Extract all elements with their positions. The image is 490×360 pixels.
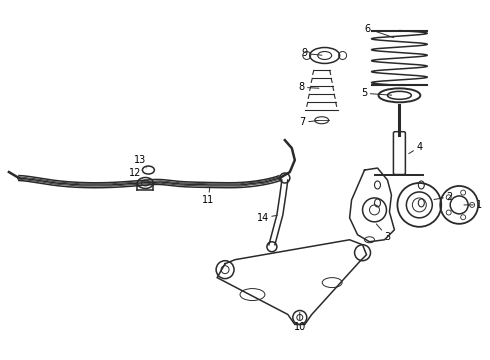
Text: 12: 12 xyxy=(129,168,144,181)
Text: 13: 13 xyxy=(134,155,147,168)
Text: 10: 10 xyxy=(294,312,306,332)
Text: 5: 5 xyxy=(362,88,392,98)
Text: 3: 3 xyxy=(376,224,391,242)
Text: 11: 11 xyxy=(202,188,214,205)
Text: 14: 14 xyxy=(257,213,277,223)
Text: 6: 6 xyxy=(365,24,394,38)
Text: 2: 2 xyxy=(434,192,452,202)
Text: 8: 8 xyxy=(299,82,319,93)
Text: 1: 1 xyxy=(464,200,482,210)
Text: 9: 9 xyxy=(302,49,322,58)
Text: 7: 7 xyxy=(300,117,319,127)
Text: 4: 4 xyxy=(409,142,422,154)
